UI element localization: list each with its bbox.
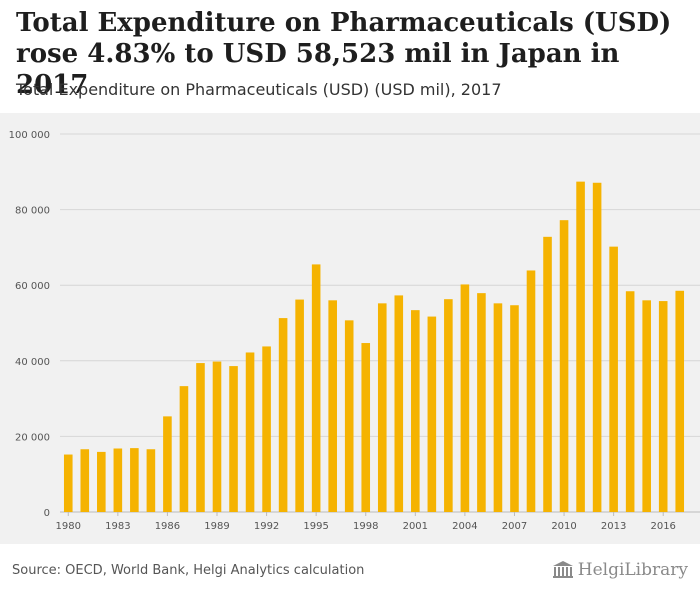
- x-tick-label: 1995: [303, 521, 328, 532]
- x-tick-label: 2004: [452, 521, 477, 532]
- x-tick-label: 1998: [353, 521, 378, 532]
- bar-2016: [658, 301, 668, 512]
- bar-2004: [460, 284, 470, 512]
- bar-2011: [576, 181, 585, 512]
- bar-1984: [130, 448, 139, 512]
- brand-logo: HelgiLibrary: [552, 560, 688, 580]
- y-tick-label: 0: [44, 508, 50, 519]
- source-note: Source: OECD, World Bank, Helgi Analytic…: [12, 563, 365, 578]
- bar-1991: [245, 352, 255, 512]
- y-tick-label: 100 000: [9, 130, 50, 141]
- bar-2013: [609, 246, 618, 512]
- bar-2000: [394, 295, 404, 512]
- bar-1989: [212, 361, 222, 512]
- y-tick-label: 60 000: [15, 281, 50, 292]
- x-tick-label: 1992: [254, 521, 279, 532]
- y-tick-label: 40 000: [15, 357, 50, 368]
- bar-2017: [675, 290, 685, 512]
- x-tick-label: 2010: [551, 521, 576, 532]
- bar-1983: [113, 448, 123, 512]
- bar-2008: [526, 270, 536, 512]
- x-tick-label: 2013: [601, 521, 626, 532]
- bar-2012: [592, 182, 602, 512]
- bar-2001: [411, 310, 420, 512]
- bar-1986: [163, 416, 172, 512]
- bar-1999: [377, 303, 387, 512]
- bar-1980: [63, 454, 73, 512]
- x-tick-label: 2016: [650, 521, 675, 532]
- bar-2005: [477, 293, 486, 512]
- chart-subtitle: Total Expenditure on Pharmaceuticals (US…: [16, 80, 502, 99]
- bar-1985: [146, 449, 156, 512]
- bar-1981: [80, 449, 90, 512]
- bar-1988: [196, 363, 205, 512]
- y-tick-label: 20 000: [15, 432, 50, 443]
- bar-1995: [311, 264, 321, 512]
- brand-name: HelgiLibrary: [577, 560, 688, 580]
- bar-1996: [328, 300, 337, 512]
- bar-1998: [361, 343, 371, 512]
- bar-1992: [262, 346, 271, 512]
- x-tick-label: 2007: [502, 521, 527, 532]
- bar-1982: [97, 451, 106, 512]
- library-icon: [552, 561, 573, 578]
- chart-title: Total Expenditure on Pharmaceuticals (US…: [16, 8, 672, 100]
- bar-1990: [229, 366, 238, 512]
- bar-1993: [278, 318, 288, 512]
- bar-1987: [179, 386, 189, 512]
- x-tick-label: 2001: [403, 521, 428, 532]
- x-tick-label: 1983: [105, 521, 130, 532]
- y-tick-label: 80 000: [15, 206, 50, 217]
- bar-2003: [444, 299, 453, 512]
- bar-2007: [510, 305, 519, 512]
- x-tick-label: 1980: [56, 521, 81, 532]
- bar-1994: [295, 299, 304, 512]
- bar-2010: [559, 220, 569, 512]
- x-tick-label: 1986: [155, 521, 180, 532]
- bar-2006: [493, 303, 503, 512]
- bar-2014: [625, 291, 635, 512]
- x-tick-label: 1989: [204, 521, 229, 532]
- bar-2009: [543, 236, 552, 512]
- bar-2002: [427, 316, 437, 512]
- bar-1997: [344, 320, 354, 512]
- bar-2015: [642, 300, 651, 512]
